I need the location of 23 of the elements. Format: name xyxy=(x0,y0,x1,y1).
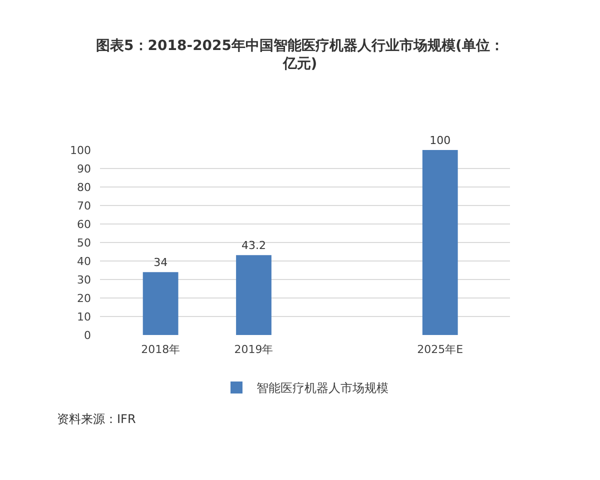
bar xyxy=(236,255,272,335)
y-tick-label: 50 xyxy=(77,236,91,250)
text: 资料来源：IFR xyxy=(57,412,136,426)
x-tick-label: 2025年E xyxy=(417,343,464,356)
y-tick-label: 20 xyxy=(77,292,91,305)
data-label: 100 xyxy=(430,134,451,147)
y-tick-label: 60 xyxy=(77,218,91,231)
y-tick-label: 30 xyxy=(77,273,91,286)
bar xyxy=(142,272,178,335)
bar xyxy=(422,150,458,335)
y-tick-label: 40 xyxy=(77,254,91,268)
y-tick-label: 0 xyxy=(84,328,91,342)
x-tick-label: 2018年 xyxy=(141,343,180,356)
y-tick-label: 80 xyxy=(77,180,91,194)
chart-title: 图表5：2018-2025年中国智能医疗机器人行业市场规模(单位：亿元) xyxy=(96,37,504,72)
legend-label: 智能医疗机器人市场规模 xyxy=(256,381,388,396)
y-tick-label: 90 xyxy=(77,162,91,176)
y-tick-label: 70 xyxy=(77,199,91,212)
x-tick-label: 2019年 xyxy=(234,343,274,356)
y-tick-label: 10 xyxy=(77,310,91,324)
data-label: 43.2 xyxy=(242,239,266,252)
y-tick-label: 100 xyxy=(70,144,91,157)
data-label: 34 xyxy=(154,256,168,270)
